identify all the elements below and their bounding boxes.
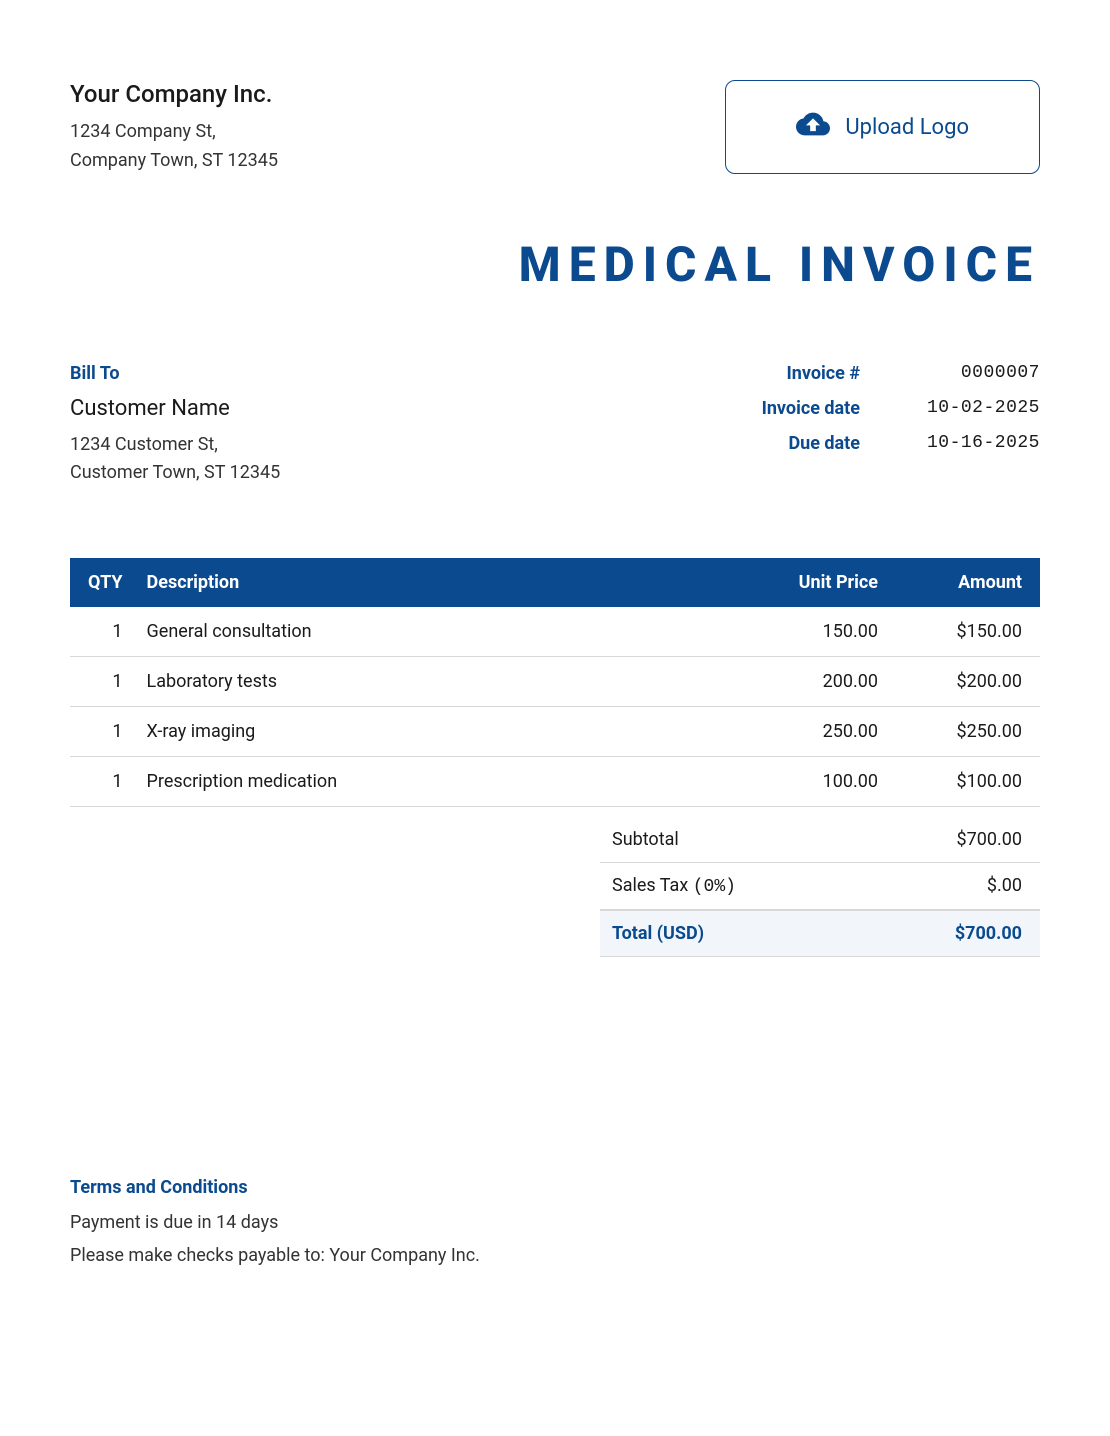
due-date-value: 10-16-2025: [920, 433, 1040, 454]
terms-section: Terms and Conditions Payment is due in 1…: [70, 1177, 1040, 1266]
subtotal-value: $700.00: [957, 829, 1022, 850]
upload-logo-label: Upload Logo: [845, 115, 969, 140]
cell-qty: 1: [70, 707, 135, 757]
col-header-amount: Amount: [890, 558, 1040, 607]
cell-amount: $250.00: [890, 707, 1040, 757]
tax-row: Sales Tax (0%) $.00: [600, 863, 1040, 910]
meta-row-due-date: Due date 10-16-2025: [720, 433, 1040, 454]
col-header-description: Description: [135, 558, 740, 607]
terms-line-2: Please make checks payable to: Your Comp…: [70, 1245, 1040, 1266]
bill-to: Bill To Customer Name 1234 Customer St, …: [70, 363, 720, 489]
table-row: 1General consultation150.00$150.00: [70, 607, 1040, 657]
invoice-date-label: Invoice date: [720, 398, 860, 419]
invoice-meta: Invoice # 0000007 Invoice date 10-02-202…: [720, 363, 1040, 489]
invoice-title: MEDICAL INVOICE: [70, 236, 1040, 293]
company-address-line2: Company Town, ST 12345: [70, 147, 725, 176]
customer-address-line1: 1234 Customer St,: [70, 431, 720, 460]
customer-address-line2: Customer Town, ST 12345: [70, 459, 720, 488]
cell-amount: $100.00: [890, 757, 1040, 807]
tax-label-prefix: Sales Tax: [612, 875, 688, 896]
cell-amount: $200.00: [890, 657, 1040, 707]
invoice-date-value: 10-02-2025: [920, 398, 1040, 419]
table-row: 1Prescription medication100.00$100.00: [70, 757, 1040, 807]
subtotal-row: Subtotal $700.00: [600, 817, 1040, 863]
tax-label: Sales Tax (0%): [612, 875, 736, 897]
cell-qty: 1: [70, 657, 135, 707]
totals-section: Subtotal $700.00 Sales Tax (0%) $.00 Tot…: [70, 817, 1040, 957]
table-row: 1Laboratory tests200.00$200.00: [70, 657, 1040, 707]
cloud-upload-icon: [796, 111, 830, 143]
grand-total-label: Total (USD): [612, 923, 704, 944]
cell-description: Prescription medication: [135, 757, 740, 807]
col-header-qty: QTY: [70, 558, 135, 607]
subtotal-label: Subtotal: [612, 829, 679, 850]
grand-total-row: Total (USD) $700.00: [600, 910, 1040, 957]
invoice-number-value: 0000007: [920, 363, 1040, 384]
tax-pct: (0%): [693, 877, 736, 897]
customer-address: 1234 Customer St, Customer Town, ST 1234…: [70, 431, 720, 489]
meta-row-invoice-date: Invoice date 10-02-2025: [720, 398, 1040, 419]
cell-unit-price: 100.00: [740, 757, 890, 807]
company-name: Your Company Inc.: [70, 80, 725, 108]
cell-unit-price: 200.00: [740, 657, 890, 707]
cell-qty: 1: [70, 757, 135, 807]
table-row: 1X-ray imaging250.00$250.00: [70, 707, 1040, 757]
items-table-body: 1General consultation150.00$150.001Labor…: [70, 607, 1040, 807]
due-date-label: Due date: [720, 433, 860, 454]
items-table-header: QTY Description Unit Price Amount: [70, 558, 1040, 607]
header: Your Company Inc. 1234 Company St, Compa…: [70, 80, 1040, 176]
meta-row-invoice-number: Invoice # 0000007: [720, 363, 1040, 384]
cell-description: X-ray imaging: [135, 707, 740, 757]
cell-qty: 1: [70, 607, 135, 657]
cell-description: General consultation: [135, 607, 740, 657]
customer-name: Customer Name: [70, 396, 720, 421]
tax-value: $.00: [987, 875, 1022, 897]
upload-logo-button[interactable]: Upload Logo: [725, 80, 1040, 174]
grand-total-value: $700.00: [955, 923, 1022, 944]
cell-amount: $150.00: [890, 607, 1040, 657]
items-table: QTY Description Unit Price Amount 1Gener…: [70, 558, 1040, 807]
terms-line-1: Payment is due in 14 days: [70, 1212, 1040, 1233]
col-header-unit-price: Unit Price: [740, 558, 890, 607]
invoice-number-label: Invoice #: [720, 363, 860, 384]
cell-description: Laboratory tests: [135, 657, 740, 707]
cell-unit-price: 150.00: [740, 607, 890, 657]
meta-section: Bill To Customer Name 1234 Customer St, …: [70, 363, 1040, 489]
terms-heading: Terms and Conditions: [70, 1177, 1040, 1198]
company-info: Your Company Inc. 1234 Company St, Compa…: [70, 80, 725, 176]
company-address: 1234 Company St, Company Town, ST 12345: [70, 118, 725, 176]
company-address-line1: 1234 Company St,: [70, 118, 725, 147]
cell-unit-price: 250.00: [740, 707, 890, 757]
bill-to-heading: Bill To: [70, 363, 720, 384]
